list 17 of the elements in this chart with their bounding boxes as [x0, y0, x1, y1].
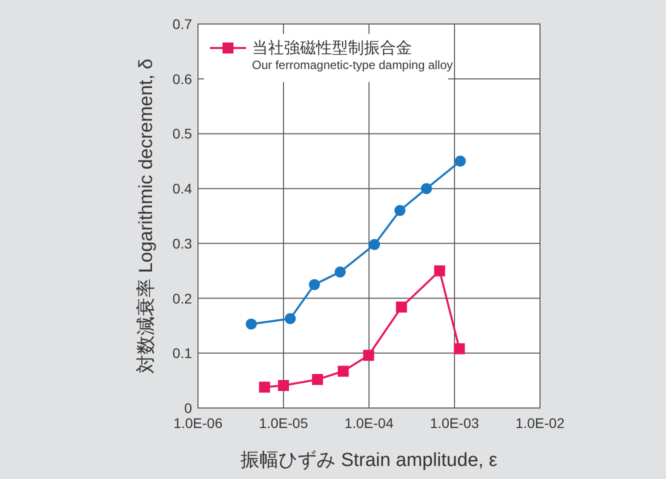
- x-tick-label: 1.0E-03: [430, 415, 480, 431]
- y-tick-label: 0.5: [172, 126, 192, 142]
- x-tick-label: 1.0E-05: [258, 415, 308, 431]
- x-axis-title: 振幅ひずみ Strain amplitude, ε: [240, 450, 498, 471]
- x-tick-label: 1.0E-06: [173, 415, 223, 431]
- y-tick-label: 0.3: [172, 235, 192, 252]
- x-tick-label: 1.0E-04: [344, 415, 394, 431]
- legend-label: 当社強磁性型制振合金 Our ferromagnetic-type damping alloy: [252, 39, 453, 72]
- y-tick-label: 0: [184, 400, 192, 416]
- y-tick-label: 0.7: [172, 16, 192, 32]
- y-axis-title: 対数減衰率 Logarithmic decrement, δ: [135, 58, 157, 374]
- y-tick-label: 0.6: [172, 70, 192, 87]
- legend: 当社強磁性型制振合金 Our ferromagnetic-type damping alloy: [204, 34, 453, 82]
- y-tick-label: 0.1: [172, 345, 192, 362]
- y-tick-label: 0.2: [172, 290, 192, 306]
- y-tick-label: 0.4: [172, 180, 192, 197]
- x-tick-label: 1.0E-02: [515, 415, 565, 431]
